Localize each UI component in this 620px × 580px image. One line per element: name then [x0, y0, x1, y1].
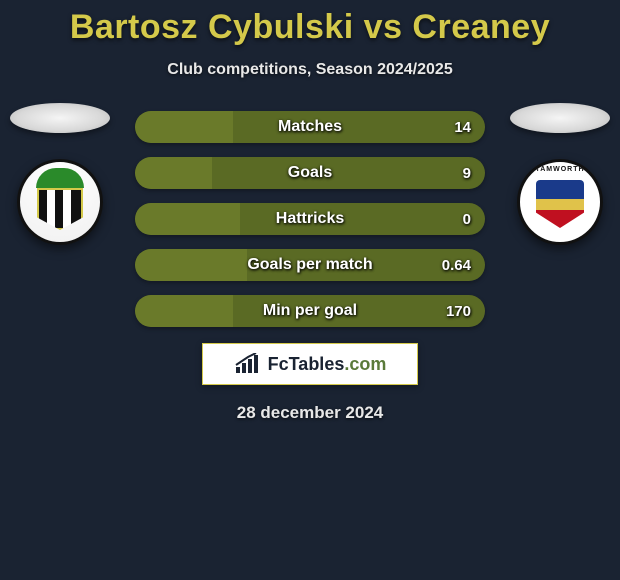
bar-fill-left — [135, 203, 240, 235]
stat-label: Goals per match — [247, 256, 372, 274]
bar-fill-left — [135, 111, 233, 143]
brand-name: FcTables — [268, 354, 345, 374]
stat-bar: Min per goal 170 — [135, 295, 485, 327]
stat-label: Goals — [288, 164, 332, 182]
stat-bar: Goals per match 0.64 — [135, 249, 485, 281]
left-team-badge — [10, 103, 110, 273]
date-text: 28 december 2024 — [0, 403, 620, 423]
subtitle: Club competitions, Season 2024/2025 — [0, 61, 620, 79]
bar-fill-left — [135, 295, 233, 327]
stat-bar: Hattricks 0 — [135, 203, 485, 235]
left-ellipse — [10, 103, 110, 133]
infographic-container: Bartosz Cybulski vs Creaney Club competi… — [0, 0, 620, 423]
brand-chart-icon — [234, 353, 262, 375]
stat-value: 170 — [446, 303, 471, 320]
page-title: Bartosz Cybulski vs Creaney — [0, 8, 620, 47]
stat-value: 0.64 — [442, 257, 471, 274]
right-ellipse — [510, 103, 610, 133]
stat-value: 14 — [454, 119, 471, 136]
brand-text: FcTables.com — [268, 354, 387, 375]
left-team-crest — [17, 159, 103, 245]
stat-label: Matches — [278, 118, 342, 136]
right-team-badge — [510, 103, 610, 273]
stat-bars: Matches 14 Goals 9 Hattricks 0 Goals per match… — [135, 111, 485, 327]
stat-bar: Matches 14 — [135, 111, 485, 143]
stat-value: 9 — [463, 165, 471, 182]
bar-fill-left — [135, 157, 212, 189]
stat-value: 0 — [463, 211, 471, 228]
bar-fill-left — [135, 249, 247, 281]
stats-area: Matches 14 Goals 9 Hattricks 0 Goals per match… — [0, 111, 620, 327]
stat-label: Hattricks — [276, 210, 344, 228]
brand-domain: .com — [344, 354, 386, 374]
stat-label: Min per goal — [263, 302, 357, 320]
stat-bar: Goals 9 — [135, 157, 485, 189]
right-team-crest — [517, 159, 603, 245]
brand-box[interactable]: FcTables.com — [202, 343, 418, 385]
